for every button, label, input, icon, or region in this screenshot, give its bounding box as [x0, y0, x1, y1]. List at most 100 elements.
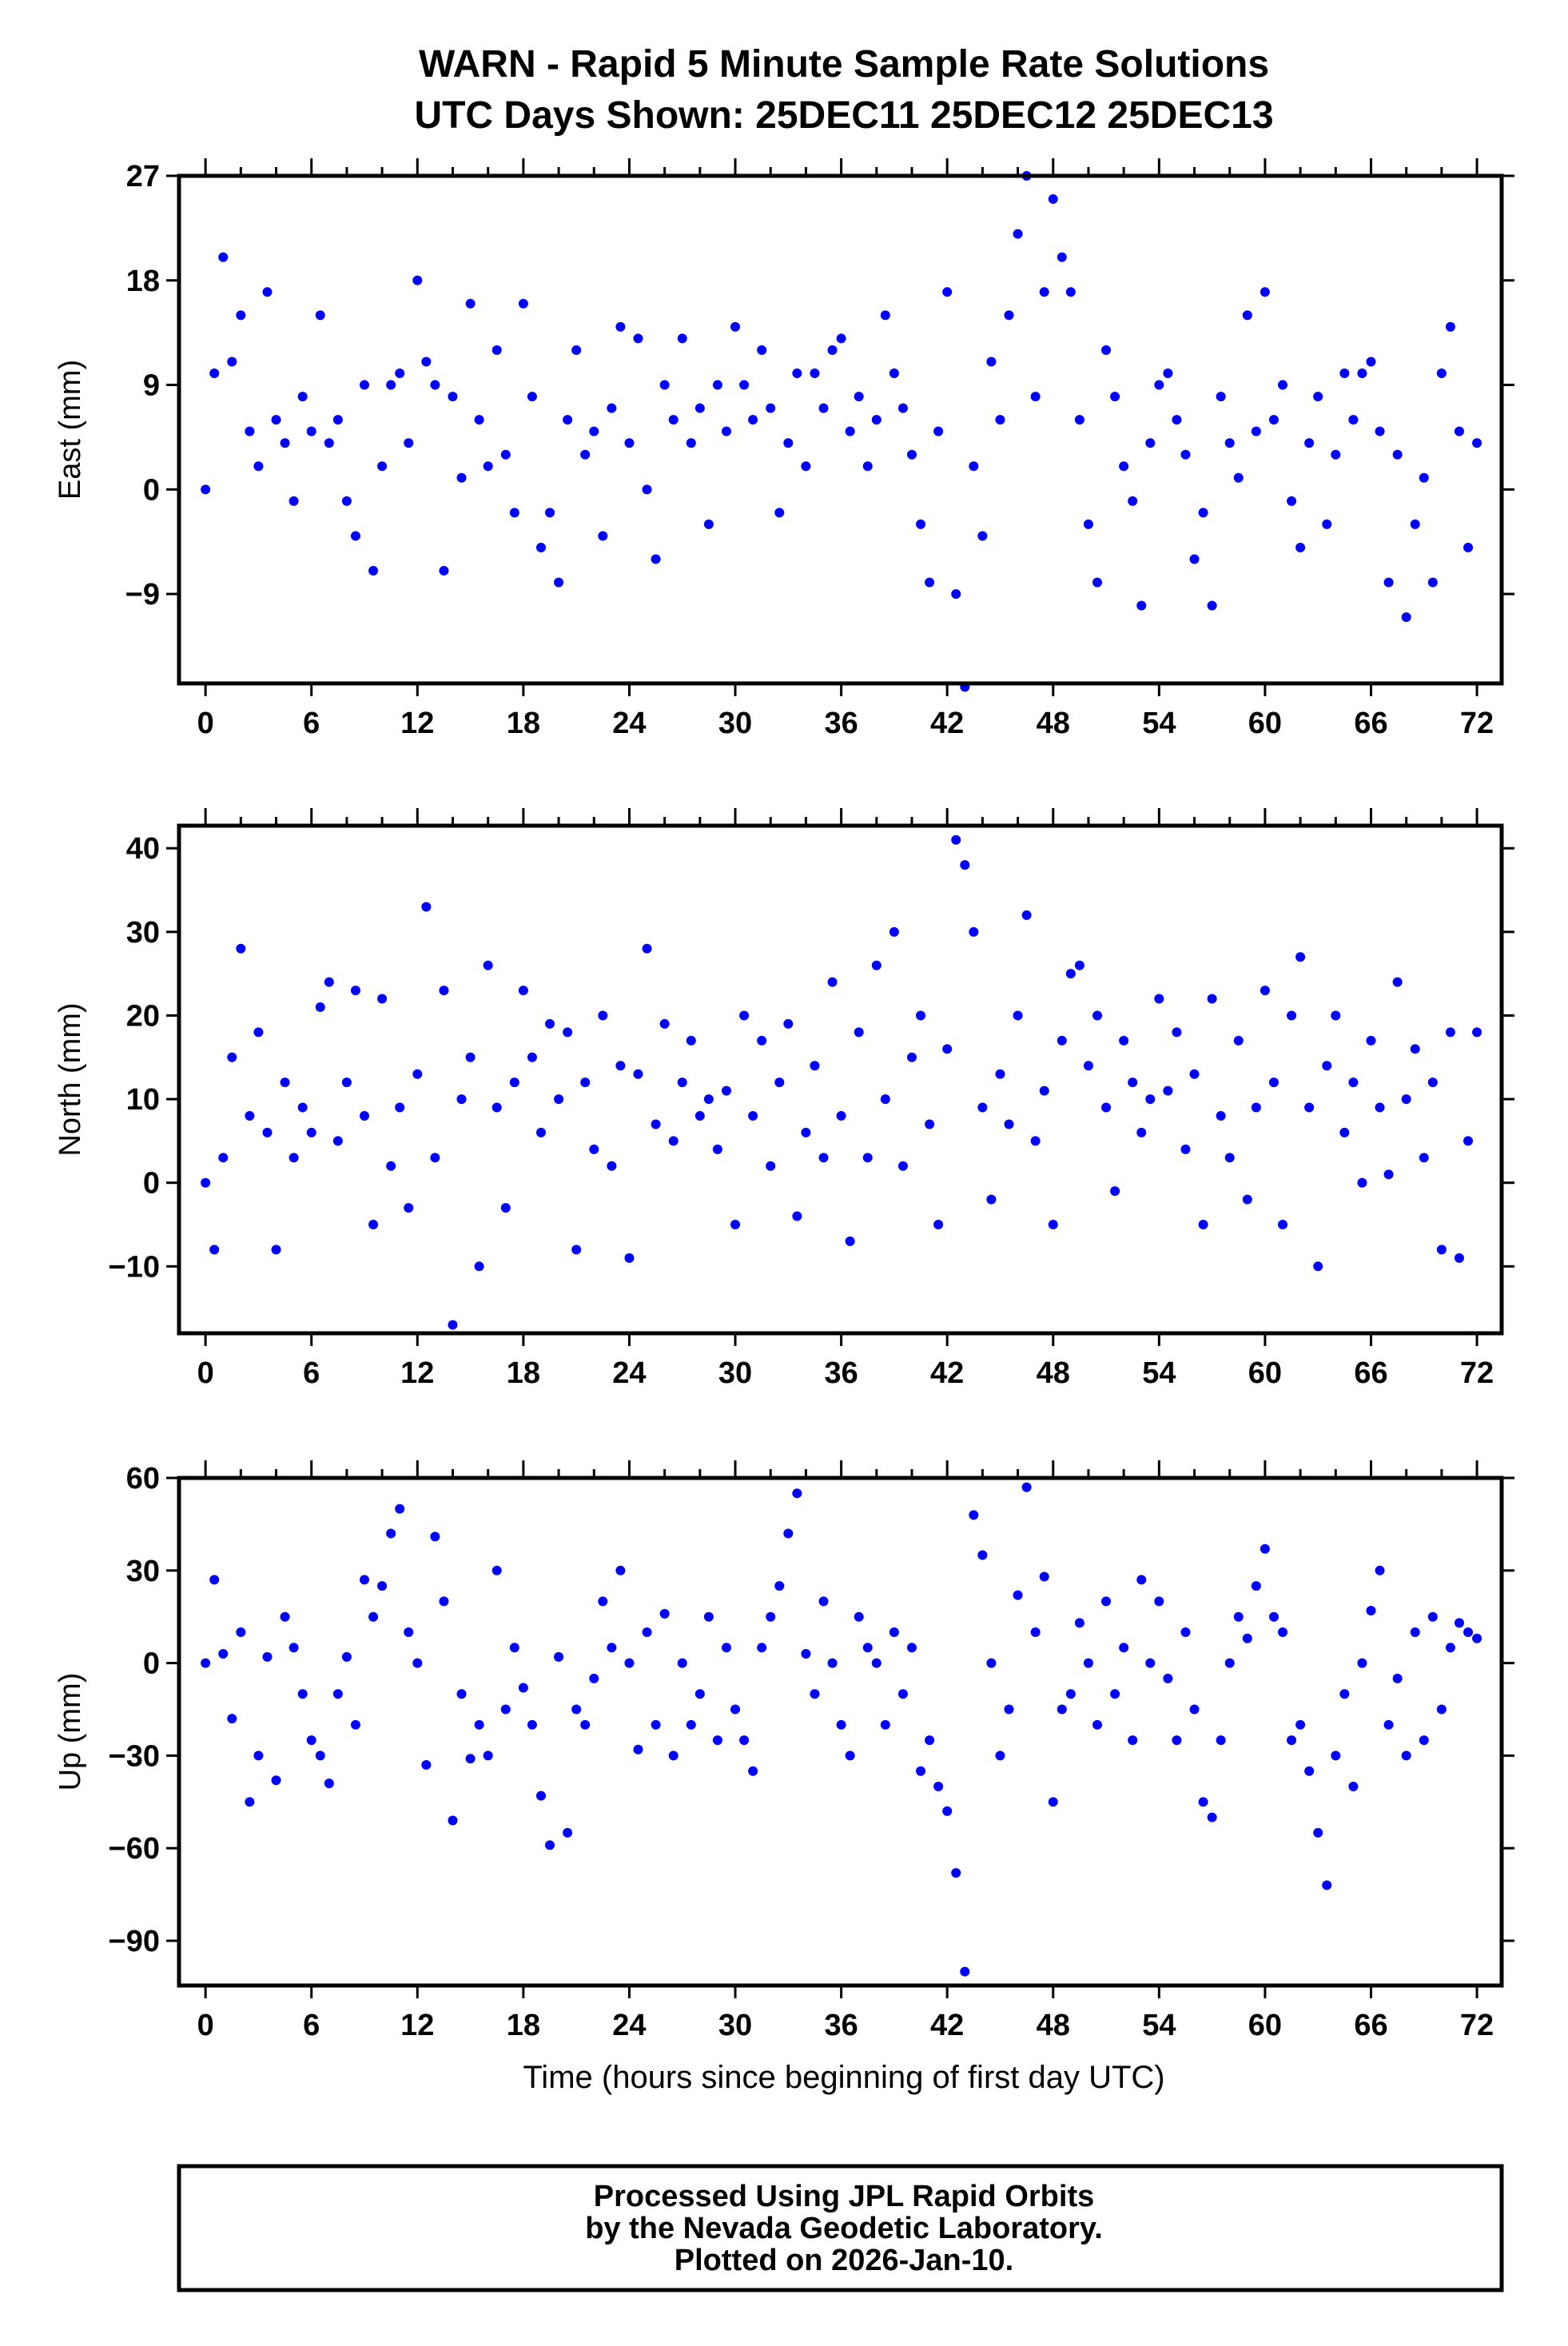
data-point — [757, 1643, 767, 1653]
data-point — [1233, 1035, 1244, 1046]
x-tick-label: 72 — [1460, 707, 1494, 740]
data-point — [571, 1704, 582, 1715]
data-point — [1454, 1253, 1464, 1263]
data-point — [474, 1261, 484, 1272]
data-point — [1419, 1735, 1429, 1746]
data-point — [951, 1868, 961, 1878]
data-point — [360, 1575, 370, 1585]
data-point — [1057, 1704, 1067, 1715]
data-point — [563, 1827, 573, 1838]
data-point — [925, 577, 935, 587]
data-point — [1004, 1704, 1014, 1715]
data-point — [854, 1027, 864, 1038]
north-plot-frame — [177, 823, 1504, 1336]
y-tick-label: 0 — [143, 1167, 160, 1201]
data-point — [889, 1627, 899, 1638]
data-point — [1048, 1797, 1058, 1807]
data-point — [995, 1069, 1005, 1079]
data-point — [491, 1102, 502, 1113]
data-point — [306, 426, 316, 436]
data-point — [1110, 392, 1120, 402]
data-point — [1304, 438, 1315, 448]
data-point — [535, 1790, 546, 1801]
data-point — [332, 415, 343, 425]
data-point — [766, 403, 776, 413]
x-tick-label: 60 — [1248, 707, 1282, 740]
data-point — [421, 356, 432, 367]
data-point — [977, 1102, 988, 1113]
data-point — [871, 960, 882, 970]
x-tick-label: 0 — [197, 1356, 214, 1390]
data-point — [1268, 415, 1279, 425]
data-point — [1313, 392, 1323, 402]
data-point — [1207, 600, 1217, 611]
data-point — [306, 1735, 316, 1746]
data-point — [580, 449, 591, 460]
data-point — [1278, 380, 1288, 390]
data-point — [1207, 1812, 1217, 1822]
data-point — [571, 345, 582, 355]
data-point — [933, 426, 944, 436]
data-point — [1039, 1571, 1049, 1582]
data-point — [642, 484, 652, 495]
data-point — [1383, 1169, 1394, 1180]
data-point — [836, 1719, 846, 1730]
data-point — [942, 1806, 953, 1816]
data-point — [563, 1027, 573, 1038]
data-point — [1013, 229, 1023, 239]
data-point — [589, 426, 599, 436]
data-point — [386, 380, 396, 390]
chart-title: WARN - Rapid 5 Minute Sample Rate Soluti… — [419, 43, 1269, 86]
data-point — [1251, 426, 1261, 436]
data-point — [1013, 1010, 1023, 1021]
data-point — [642, 943, 652, 954]
data-point — [368, 1611, 379, 1622]
data-point — [554, 1651, 564, 1662]
data-point — [871, 415, 882, 425]
x-tick-label: 66 — [1354, 1356, 1387, 1390]
data-point — [1375, 426, 1385, 436]
data-point — [297, 392, 308, 402]
data-point — [1242, 310, 1252, 321]
data-point — [677, 1077, 687, 1088]
x-tick-label: 24 — [612, 707, 646, 740]
data-point — [491, 345, 502, 355]
data-point — [1154, 994, 1164, 1004]
x-tick-label: 72 — [1460, 1356, 1494, 1390]
data-point — [1454, 426, 1464, 436]
data-point — [1401, 1751, 1411, 1761]
data-point — [836, 333, 846, 344]
data-point — [694, 1111, 705, 1121]
data-point — [245, 426, 255, 436]
data-point — [1092, 1719, 1102, 1730]
data-point — [1083, 519, 1093, 529]
data-point — [1295, 542, 1306, 552]
data-point — [792, 368, 802, 379]
data-point — [1427, 1611, 1438, 1622]
data-point — [1392, 449, 1403, 460]
data-point — [386, 1161, 396, 1171]
data-point — [245, 1111, 255, 1121]
data-point — [668, 415, 679, 425]
data-point — [598, 531, 608, 541]
data-point — [1383, 577, 1394, 587]
data-point — [739, 1010, 750, 1021]
data-point — [377, 994, 388, 1004]
data-point — [1013, 1590, 1023, 1600]
data-point — [906, 1643, 917, 1653]
data-point — [465, 1052, 476, 1062]
data-point — [845, 1236, 855, 1246]
data-point — [925, 1119, 935, 1129]
x-tick-label: 36 — [824, 707, 858, 740]
data-point — [845, 426, 855, 436]
data-point — [500, 1704, 511, 1715]
data-point — [1172, 1735, 1182, 1746]
data-point — [766, 1161, 776, 1171]
footer-box — [177, 2164, 1504, 2292]
data-point — [818, 1153, 829, 1163]
x-tick-label: 48 — [1037, 1356, 1070, 1390]
data-point — [677, 1658, 687, 1668]
data-point — [421, 1759, 432, 1770]
data-point — [730, 321, 741, 332]
data-point — [1074, 960, 1084, 970]
